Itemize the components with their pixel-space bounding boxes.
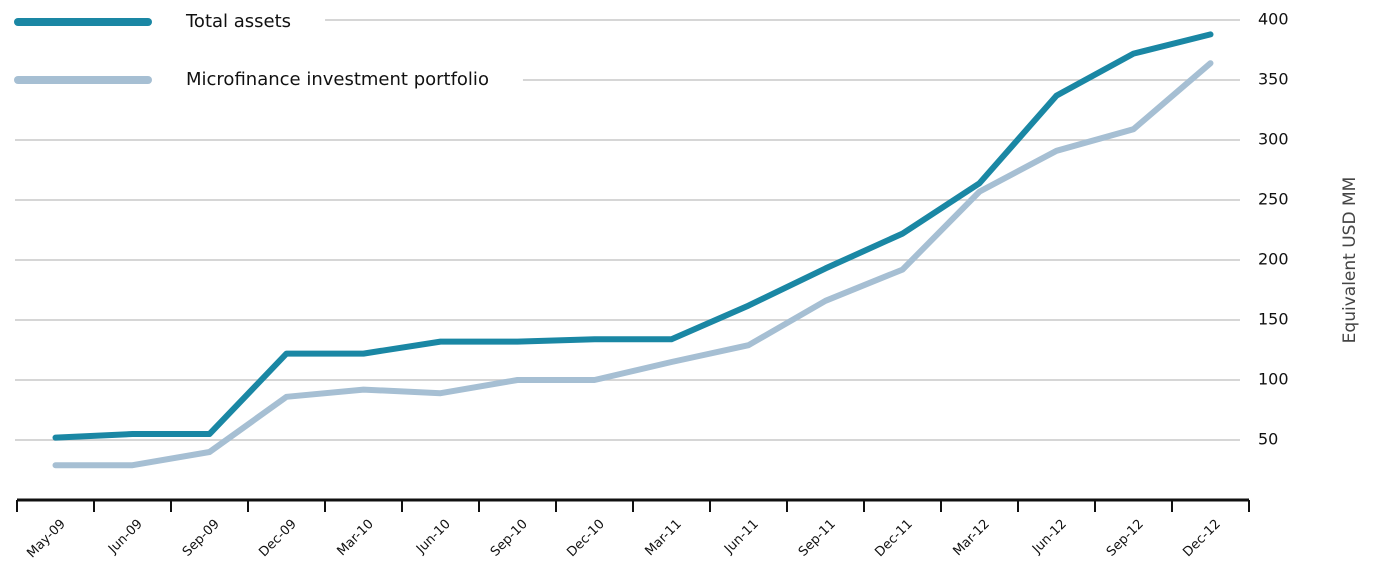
y-tick-label: 100 [1258, 370, 1289, 389]
x-tick-label: Sep-10 [488, 517, 531, 560]
x-tick-label: May-09 [24, 517, 68, 561]
y-axis-label: Equivalent USD MM [1340, 177, 1360, 344]
x-tick-label: Jun-09 [105, 517, 146, 558]
y-tick-label: 250 [1258, 190, 1289, 209]
x-tick-label: Jun-11 [721, 517, 762, 558]
series-line [52, 31, 1214, 441]
x-tick-label: Sep-11 [796, 517, 839, 560]
x-tick-label: Dec-09 [256, 517, 299, 560]
x-tick-label: Sep-09 [180, 517, 223, 560]
x-tick-label: Jun-12 [1029, 517, 1070, 558]
y-tick-label: 350 [1258, 70, 1289, 89]
x-tick-label: Dec-10 [564, 517, 607, 560]
x-tick-label: Dec-12 [1180, 517, 1223, 560]
y-tick-label: 200 [1258, 250, 1289, 269]
y-tick-label: 300 [1258, 130, 1289, 149]
x-tick-label: Mar-10 [334, 517, 376, 559]
legend-label: Total assets [185, 11, 291, 32]
legend-label: Microfinance investment portfolio [186, 69, 489, 90]
y-tick-label: 50 [1258, 430, 1278, 449]
x-tick-label: Jun-10 [413, 517, 454, 558]
x-tick-label: Sep-12 [1104, 517, 1147, 560]
y-tick-label: 400 [1258, 10, 1289, 29]
x-tick-label: Mar-12 [950, 517, 992, 559]
y-tick-label: 150 [1258, 310, 1289, 329]
series-line [52, 60, 1214, 469]
x-tick-label: Mar-11 [642, 517, 684, 559]
x-tick-label: Dec-11 [872, 517, 915, 560]
